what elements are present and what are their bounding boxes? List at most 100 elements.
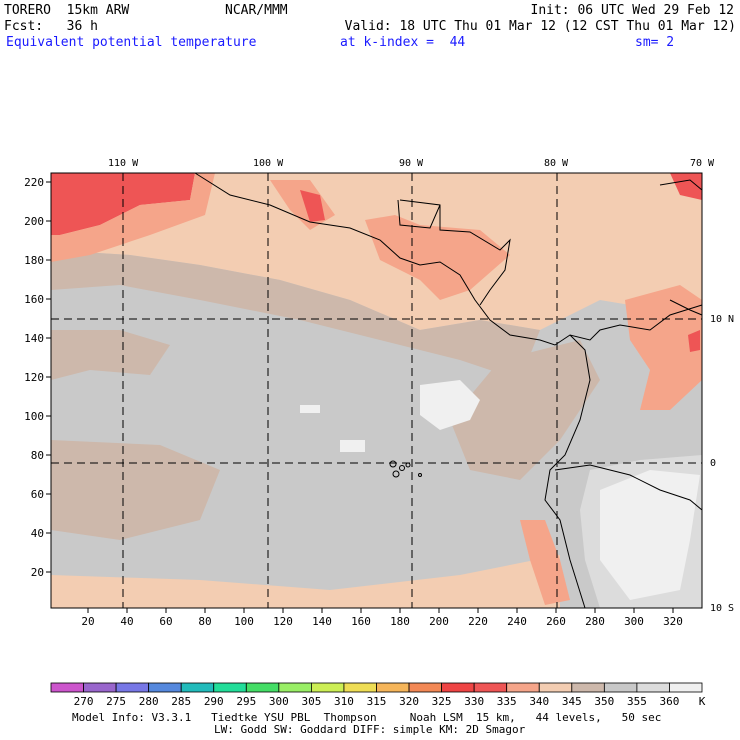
colorbar-label: 355: [627, 695, 647, 708]
field-region-tan: [51, 250, 540, 380]
colorbar-swatch: [408, 682, 442, 693]
colorbar-label: 300: [269, 695, 289, 708]
center-name: NCAR/MMM: [225, 3, 288, 18]
x-tick-100: 100: [234, 615, 254, 628]
colorbar-swatch: [278, 682, 312, 693]
colorbar-swatch: [603, 682, 638, 693]
field-region-tan-east: [450, 340, 600, 480]
lat-label-10n: 10 N: [710, 314, 734, 325]
map-panel: 110 W 100 W 90 W 80 W 70 W 10 N 0 10 S 2…: [24, 158, 734, 628]
colorbar-label: 275: [106, 695, 126, 708]
model-info-line1: Model Info: V3.3.1 Tiedtke YSU PBL Thomp…: [72, 711, 662, 724]
field-region-peach-north: [51, 173, 702, 330]
colorbar-label: 290: [204, 695, 224, 708]
field-region-tan-south: [51, 440, 220, 540]
x-tick-280: 280: [585, 615, 605, 628]
colorbar-label: 315: [367, 695, 387, 708]
y-tick-180: 180: [24, 254, 44, 267]
colorbar-label: 345: [562, 695, 582, 708]
colorbar-swatch: [636, 682, 670, 693]
colorbar-label: 325: [432, 695, 452, 708]
field-region-white-speck-1: [340, 440, 365, 452]
model-title: TORERO 15km ARW: [4, 3, 130, 18]
colorbar-swatch: [506, 682, 540, 693]
colorbar-label: 295: [236, 695, 256, 708]
x-tick-260: 260: [546, 615, 566, 628]
lon-label-70w: 70 W: [690, 158, 715, 169]
x-tick-320: 320: [663, 615, 683, 628]
field-region-red-mexico: [300, 190, 325, 222]
field-name: Equivalent potential temperature: [6, 35, 257, 50]
field-region-red-caribbean: [670, 173, 702, 200]
colorbar-swatch: [245, 682, 280, 693]
colorbar-swatch: [148, 682, 182, 693]
colorbar-swatch: [115, 682, 150, 693]
colorbar-label: 310: [334, 695, 354, 708]
y-tick-40: 40: [31, 527, 44, 540]
map-frame: [50, 172, 703, 609]
field-region-red-venezuela: [688, 330, 700, 352]
colorbar-label: 340: [529, 695, 549, 708]
lat-label-10s: 10 S: [710, 603, 734, 614]
colorbar-swatch: [180, 682, 215, 693]
x-tick-240: 240: [507, 615, 527, 628]
colorbar-swatch: [441, 682, 475, 693]
x-tick-220: 220: [468, 615, 488, 628]
x-tick-20: 20: [81, 615, 94, 628]
field-region-white-ocean: [420, 380, 480, 430]
lon-label-80w: 80 W: [544, 158, 569, 169]
y-tick-120: 120: [24, 371, 44, 384]
colorbar-swatch: [669, 682, 703, 693]
x-tick-180: 180: [390, 615, 410, 628]
lat-label-0: 0: [710, 458, 716, 469]
colorbar-swatch: [50, 682, 84, 693]
field-region-salmon-northwest: [51, 173, 215, 262]
x-tick-200: 200: [429, 615, 449, 628]
y-tick-100: 100: [24, 410, 44, 423]
lon-label-90w: 90 W: [399, 158, 424, 169]
y-tick-80: 80: [31, 449, 44, 462]
colorbar-label: 330: [464, 695, 484, 708]
x-tick-300: 300: [624, 615, 644, 628]
colorbar-label: 270: [74, 695, 94, 708]
colorbar-swatch: [538, 682, 573, 693]
colorbar-swatch: [473, 682, 508, 693]
field-region-salmon-central-america: [365, 215, 510, 300]
field-region-white-south-america: [600, 470, 700, 600]
y-tick-200: 200: [24, 215, 44, 228]
colorbar-swatch: [213, 682, 247, 693]
field-region-peach-south: [51, 555, 560, 608]
level-info: at k-index = 44: [340, 35, 466, 50]
colorbar-label: 285: [171, 695, 191, 708]
colorbar: 270 275 280 285 290 295 300 305 310 315 320 325 330 3…: [50, 682, 706, 708]
init-time: Init: 06 UTC Wed 29 Feb 12: [530, 3, 735, 18]
colorbar-label: 320: [399, 695, 419, 708]
colorbar-label: 350: [594, 695, 614, 708]
x-tick-40: 40: [120, 615, 133, 628]
colorbar-label: 305: [301, 695, 321, 708]
colorbar-label: 280: [139, 695, 159, 708]
colorbar-swatch: [310, 682, 345, 693]
y-tick-160: 160: [24, 293, 44, 306]
smoothing-info: sm= 2: [635, 35, 675, 50]
colorbar-label: 335: [497, 695, 517, 708]
lon-label-110w: 110 W: [108, 158, 139, 169]
lon-label-100w: 100 W: [253, 158, 284, 169]
x-tick-140: 140: [312, 615, 332, 628]
model-info-line2: LW: Godd SW: Goddard DIFF: simple KM: 2D…: [214, 723, 526, 736]
forecast-hour: Fcst: 36 h: [4, 19, 98, 34]
x-tick-60: 60: [159, 615, 172, 628]
y-tick-140: 140: [24, 332, 44, 345]
colorbar-swatch: [83, 682, 117, 693]
latlon-grid: [51, 173, 702, 608]
field-region-salmon-colombia: [625, 285, 702, 410]
colorbar-swatch: [571, 682, 605, 693]
colorbar-label: 360: [660, 695, 680, 708]
field-region-white-speck-2: [300, 405, 320, 413]
x-tick-160: 160: [351, 615, 371, 628]
field-region-tan-west: [51, 330, 170, 380]
colorbar-unit: K: [699, 695, 706, 708]
colorbar-swatch: [343, 682, 377, 693]
y-tick-20: 20: [31, 566, 44, 579]
colorbar-swatch: [376, 682, 410, 693]
